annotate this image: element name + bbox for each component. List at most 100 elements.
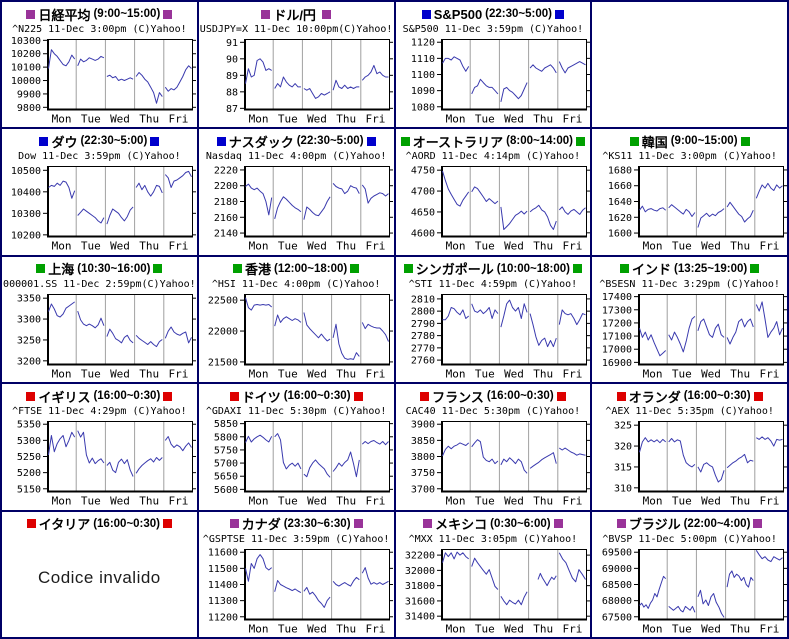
intraday-week-chart[interactable]: 3200 3250 3300 3350 Mon Tue Wed Thu Fri	[2, 291, 197, 381]
intraday-week-chart[interactable]: 5150 5200 5250 5300 5350 Mon Tue Wed Thu Fri	[2, 418, 197, 508]
x-axis-label: Fri	[562, 113, 582, 126]
y-tick-label: 10300	[11, 209, 41, 220]
plot-frame	[637, 548, 784, 620]
y-tick-label: 5800	[214, 432, 238, 443]
market-hours: (10:00~18:00)	[496, 262, 570, 275]
price-line-mon	[638, 327, 666, 357]
market-name: ダウ	[51, 134, 78, 150]
x-axis-label: Mon	[249, 240, 269, 253]
legend-square-icon	[163, 519, 173, 529]
market-hours: (23:30~6:30)	[283, 517, 351, 530]
market-title: 日経平均 (9:00~15:00)	[26, 6, 173, 23]
intraday-week-chart[interactable]: 21500 22000 22500 Mon Tue Wed Thu Fri	[199, 291, 394, 381]
y-tick-label: 1680	[608, 166, 632, 177]
intraday-week-chart[interactable]: 11200 11300 11400 11500 11600 Mon Tue Wed Thu Fri	[199, 546, 394, 636]
x-axis-label: Wed	[504, 240, 524, 253]
price-line-tue	[77, 430, 105, 465]
intraday-week-chart[interactable]: 3700 3750 3800 3850 3900 Mon Tue Wed Thu Fri	[396, 418, 590, 508]
x-axis-label: Tue	[475, 240, 495, 253]
market-hours: (12:00~18:00)	[274, 262, 348, 275]
y-tick-label: 17200	[602, 318, 632, 329]
chart-caption: Dow 11-Dec 3:59pm (C)Yahoo!	[18, 151, 181, 163]
intraday-week-chart[interactable]: 9800 9900 10000 10100 10200 10300 Mon Tue Wed Thu…	[2, 36, 197, 126]
price-line-thu	[136, 334, 163, 347]
intraday-week-chart[interactable]: 31400 31600 31800 32000 32200 Mon Tue Wed Thu Fri	[396, 546, 590, 636]
x-axis-label: Wed	[701, 367, 721, 380]
y-tick-label: 2220	[214, 166, 238, 177]
price-line-wed	[500, 299, 528, 328]
y-tick-label: 1640	[608, 197, 632, 208]
price-line-mon	[245, 434, 273, 443]
market-title: メキシコ (0:30~6:00)	[423, 516, 563, 532]
chart-caption: Nasdaq 11-Dec 4:00pm (C)Yahoo!	[205, 151, 387, 163]
market-title: フランス (16:00~0:30)	[420, 388, 566, 405]
x-axis-label: Fri	[366, 240, 386, 253]
plot-frame	[244, 39, 391, 110]
x-axis-label: Tue	[278, 113, 298, 126]
intraday-week-chart[interactable]: 4600 4650 4700 4750 Mon Tue Wed Thu Fri	[396, 163, 590, 253]
intraday-week-chart[interactable]: 2140 2160 2180 2200 2220 Mon Tue Wed Thu Fri	[199, 163, 394, 253]
price-line-thu	[726, 569, 754, 588]
legend-square-icon	[261, 9, 271, 19]
y-tick-label: 5350	[17, 420, 41, 431]
intraday-week-chart[interactable]: 16900 17000 17100 17200 17300 17400 Mon Tue Wed T…	[593, 291, 787, 381]
chart-caption: ^BSESN 11-Dec 3:29pm (C)Yahoo!	[599, 278, 780, 290]
error-message: Codice invalido	[37, 567, 161, 587]
intraday-week-chart[interactable]: 1600 1620 1640 1660 1680 Mon Tue Wed Thu Fri	[593, 163, 787, 253]
price-line-tue	[274, 76, 302, 89]
y-tick-label: 1100	[411, 70, 435, 81]
legend-square-icon	[616, 391, 626, 401]
market-cell: オランダ (16:00~0:30) ^AEX 11-Dec 5:35pm (C)…	[592, 384, 787, 510]
x-axis-label: Wed	[307, 495, 327, 508]
market-name: カナダ	[241, 517, 281, 533]
intraday-week-chart[interactable]: 5600 5650 5700 5750 5800 5850 Mon Tue Wed Thu Fri	[199, 418, 394, 508]
intraday-week-chart[interactable]: 310 315 320 325 Mon Tue Wed Thu Fri	[593, 418, 787, 508]
market-name: ドイツ	[241, 389, 281, 405]
price-line-fri	[558, 61, 586, 74]
x-axis-label: Thu	[336, 495, 356, 508]
market-name: オーストラリア	[412, 134, 504, 150]
price-line-tue	[471, 439, 499, 465]
price-line-thu	[529, 313, 557, 347]
chart-caption: USDJPY=X 11-Dec 10:00pm(C)Yahoo!	[199, 24, 393, 35]
plot-frame	[244, 421, 391, 493]
price-line-tue	[471, 303, 499, 319]
market-name: インド	[632, 262, 672, 278]
y-tick-label: 10000	[11, 76, 41, 87]
market-cell: ナスダック (22:30~5:00) Nasdaq 11-Dec 4:00pm …	[198, 129, 394, 255]
x-axis-label: Tue	[475, 367, 495, 380]
intraday-week-chart[interactable]: 67500 68000 68500 69000 69500 Mon Tue Wed Thu Fri	[593, 546, 787, 636]
market-cell: ダウ (22:30~5:00) Dow 11-Dec 3:59pm (C)Yah…	[2, 129, 197, 255]
y-tick-label: 11400	[208, 580, 238, 591]
intraday-week-chart[interactable]: 1080 1090 1100 1110 1120 Mon Tue Wed Thu Fri	[396, 36, 590, 126]
price-line-wed	[697, 462, 725, 483]
y-tick-label: 69000	[602, 563, 632, 574]
y-tick-label: 10100	[11, 63, 41, 74]
y-tick-label: 10300	[11, 36, 41, 47]
plot-frame	[637, 293, 784, 365]
x-axis-label: Fri	[759, 622, 779, 635]
x-axis-label: Tue	[81, 240, 101, 253]
chart-caption: ^GSPTSE 11-Dec 3:59pm (C)Yahoo!	[202, 533, 390, 545]
price-line-thu	[332, 451, 360, 478]
intraday-week-chart[interactable]: 87 88 89 90 91 Mon Tue Wed Thu Fri	[199, 36, 394, 126]
price-line-fri	[755, 549, 783, 562]
chart-caption: ^STI 11-Dec 4:59pm (C)Yahoo!	[408, 278, 578, 290]
market-hours: (22:00~4:00)	[683, 517, 751, 530]
market-hours: (22:30~5:00)	[296, 135, 364, 148]
x-axis-label: Fri	[169, 240, 189, 253]
plot-frame	[47, 421, 194, 493]
y-tick-label: 5600	[214, 485, 238, 496]
price-line-fri	[558, 309, 586, 325]
price-line-thu	[332, 79, 360, 91]
market-cell: 上海 (10:30~16:00) 000001.SS 11-Dec 2:59pm…	[2, 256, 197, 383]
y-tick-label: 11200	[208, 612, 238, 623]
intraday-week-chart[interactable]: 10200 10300 10400 10500 Mon Tue Wed Thu Fri	[2, 163, 197, 253]
plot-frame	[440, 548, 587, 620]
y-tick-label: 68500	[602, 580, 632, 591]
chart-caption: CAC40 11-Dec 5:30pm (C)Yahoo!	[405, 406, 581, 418]
price-line-tue	[77, 55, 105, 66]
y-tick-label: 10500	[11, 166, 41, 177]
legend-square-icon	[26, 9, 36, 19]
